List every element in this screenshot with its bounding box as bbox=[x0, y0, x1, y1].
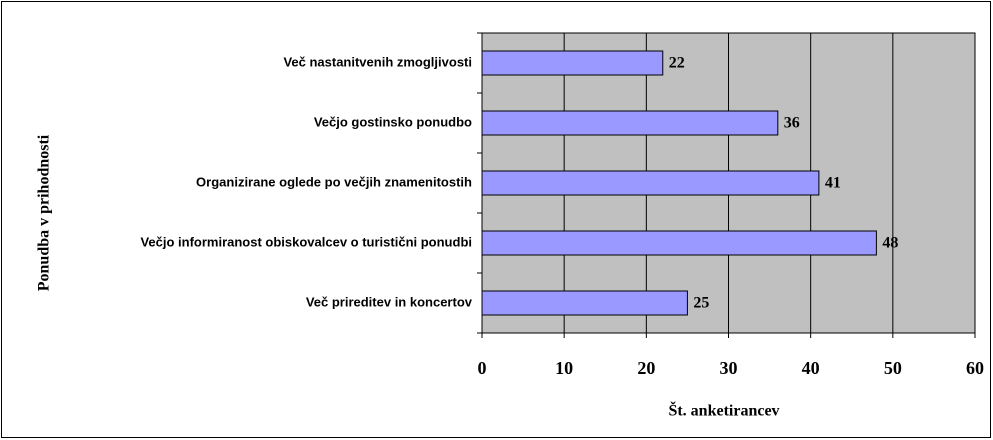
bar bbox=[481, 290, 688, 316]
y-axis-title: Ponudba v prihodnosti bbox=[36, 134, 53, 291]
value-label: 25 bbox=[693, 295, 709, 312]
x-tick-label: 10 bbox=[555, 358, 573, 378]
x-axis-title: Št. anketirancev bbox=[668, 401, 779, 420]
bar bbox=[481, 170, 820, 196]
x-tick-label: 30 bbox=[720, 358, 738, 378]
bar bbox=[481, 50, 664, 76]
y-tick-label: Večjo informiranost obiskovalcev o turis… bbox=[140, 234, 472, 249]
x-tick-label: 20 bbox=[637, 358, 655, 378]
y-tick-label: Več prireditev in koncertov bbox=[306, 294, 473, 309]
y-tick-label: Večjo gostinsko ponudbo bbox=[314, 114, 472, 129]
bar bbox=[481, 230, 877, 256]
value-label: 22 bbox=[669, 55, 685, 72]
value-label: 48 bbox=[882, 235, 898, 252]
bar bbox=[481, 110, 779, 136]
x-tick-label: 0 bbox=[478, 358, 487, 378]
x-tick-label: 60 bbox=[966, 358, 984, 378]
value-label: 41 bbox=[825, 175, 841, 192]
y-tick-label: Več nastanitvenih zmogljivosti bbox=[283, 54, 472, 69]
x-tick-label: 50 bbox=[884, 358, 902, 378]
y-tick-label: Organizirane oglede po večjih znamenitos… bbox=[196, 174, 472, 189]
x-tick-label: 40 bbox=[802, 358, 820, 378]
value-label: 36 bbox=[784, 115, 800, 132]
